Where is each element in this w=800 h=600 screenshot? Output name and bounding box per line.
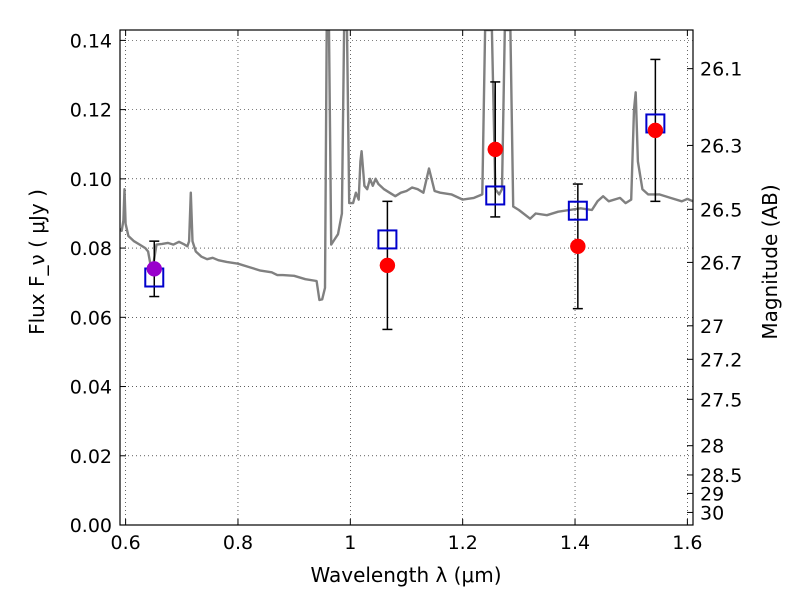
y-axis-title: Flux F_ν ( μJy ) <box>25 189 49 335</box>
y-tick-label: 0.08 <box>70 238 112 260</box>
x-tick-label: 1.6 <box>672 532 702 554</box>
mag-tick-label: 29 <box>700 483 724 505</box>
mag-tick-label: 27 <box>700 316 724 338</box>
mag-tick-label: 26.5 <box>700 199 742 221</box>
mag-tick-label: 28 <box>700 436 724 458</box>
mag-tick-label: 26.1 <box>700 59 742 81</box>
y-tick-label: 0.04 <box>70 377 112 399</box>
model-photometry-marker <box>377 229 398 250</box>
plot-area <box>120 30 693 331</box>
y-tick-label: 0.00 <box>70 515 112 537</box>
mag-tick-label: 27.2 <box>700 349 742 371</box>
y-tick-label: 0.10 <box>70 169 112 191</box>
y-tick-label: 0.02 <box>70 446 112 468</box>
model-photometry-marker <box>485 185 506 206</box>
axes: 0.6 0.8 1 1.2 1.4 1.6 0.00 0.02 0.04 0.06 0.08 0.10… <box>70 30 742 554</box>
observed-flux-point <box>146 261 163 277</box>
plot-frame <box>119 29 694 526</box>
observed-flux-point <box>647 122 664 139</box>
x-tick-label: 0.6 <box>111 532 141 554</box>
observed-flux-point <box>487 141 504 158</box>
mag-tick-label: 30 <box>700 502 724 524</box>
x-axis-title: Wavelength λ (μm) <box>310 563 501 587</box>
x-tick-label: 1.4 <box>560 532 590 554</box>
y-tick-label: 0.06 <box>70 307 112 329</box>
x-tick-label: 1.2 <box>448 532 478 554</box>
mag-tick-label: 27.5 <box>700 389 742 411</box>
x-tick-label: 1 <box>344 532 356 554</box>
observed-flux-point <box>379 257 396 274</box>
y-tick-label: 0.14 <box>70 30 112 52</box>
model-spectrum-line <box>120 30 693 302</box>
y2-axis-title: Magnitude (AB) <box>758 184 782 339</box>
x-tick-label: 0.8 <box>223 532 253 554</box>
observed-flux-point <box>570 238 586 255</box>
mag-tick-label: 26.3 <box>700 135 742 157</box>
mag-tick-label: 28.5 <box>700 465 742 487</box>
model-photometry-marker <box>567 200 588 221</box>
y-tick-label: 0.12 <box>70 100 112 122</box>
mag-tick-label: 26.7 <box>700 252 742 274</box>
grid-lines <box>120 30 693 526</box>
